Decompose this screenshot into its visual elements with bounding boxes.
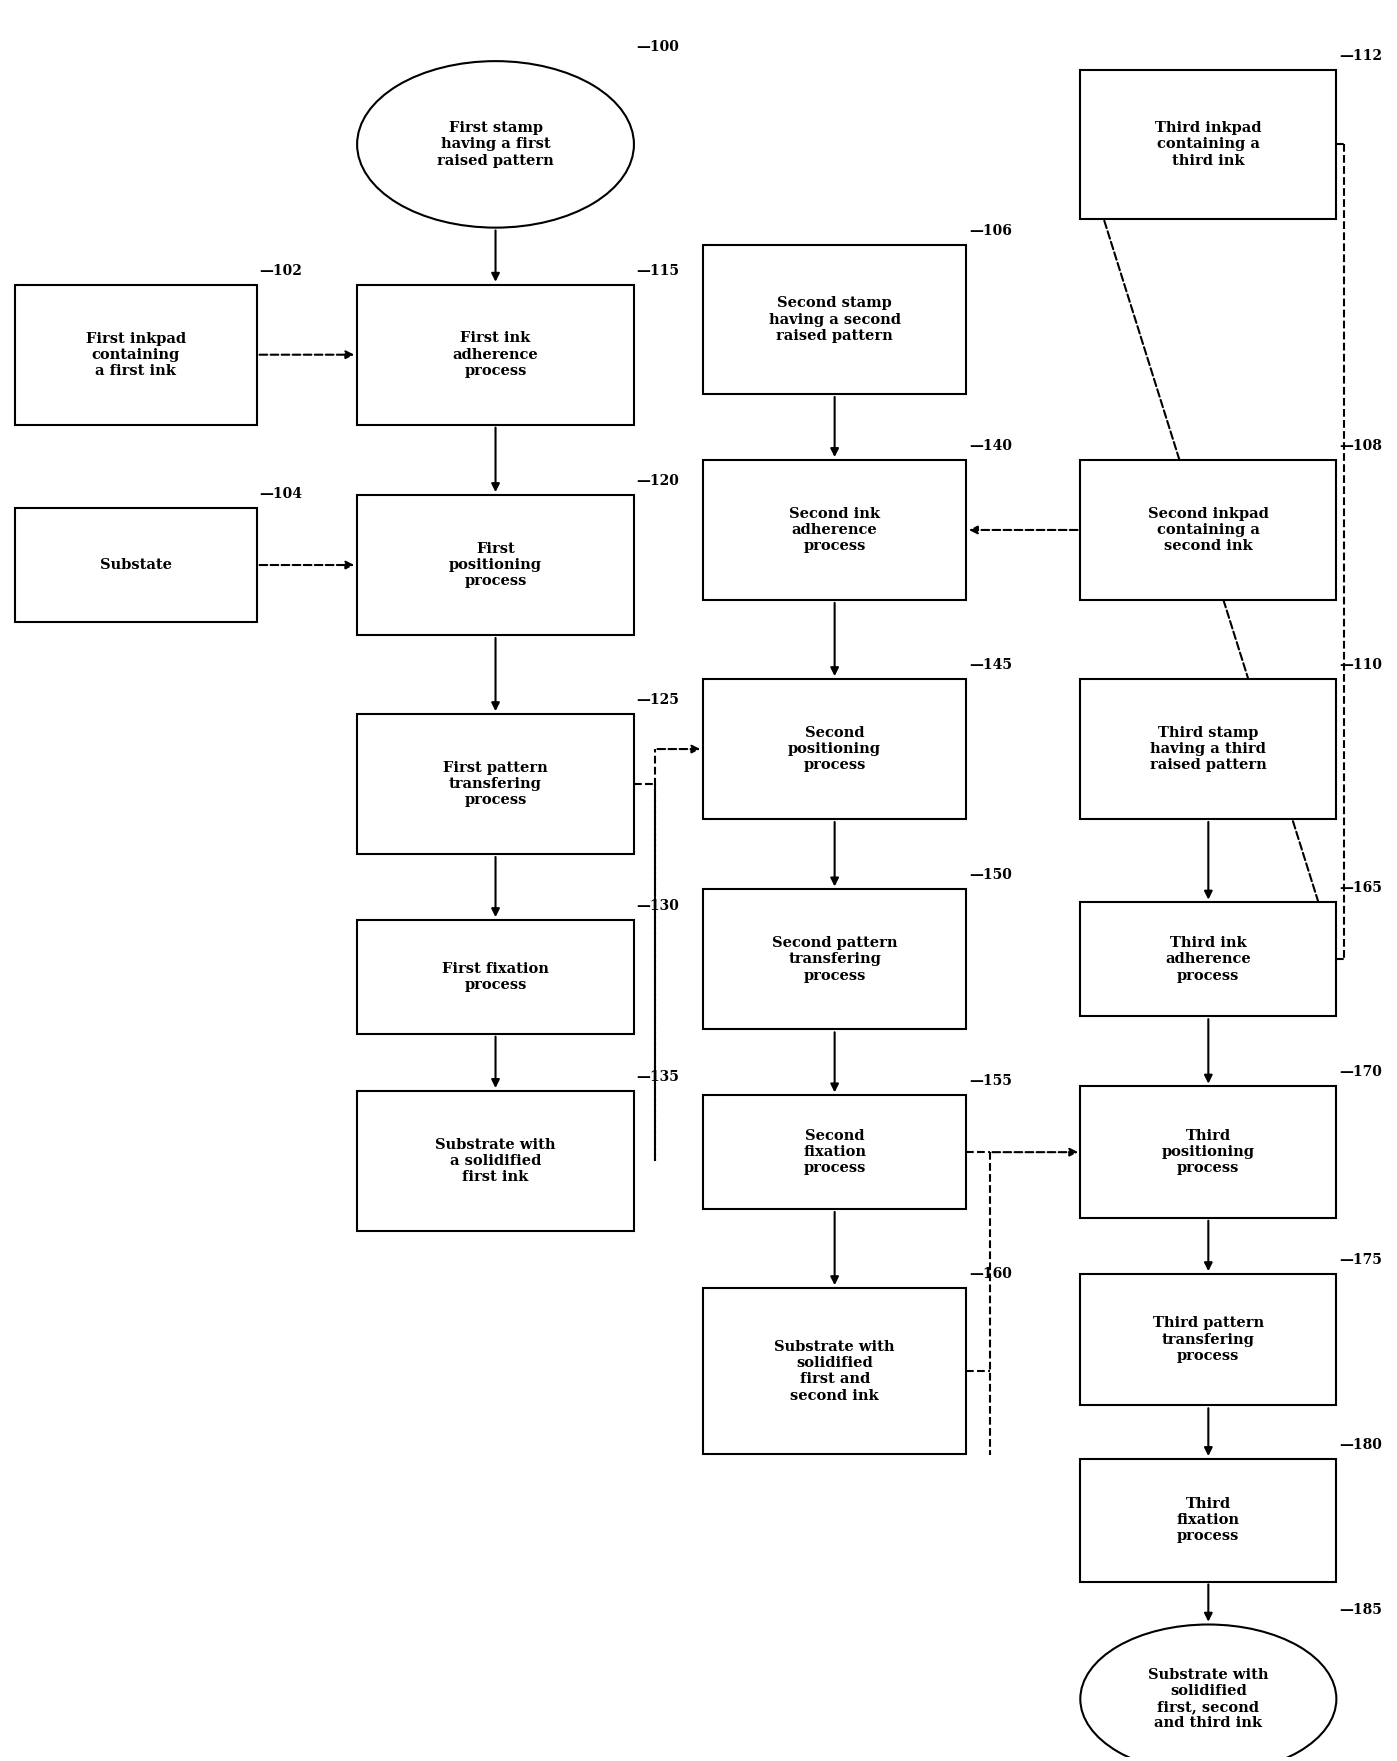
Text: Third
positioning
process: Third positioning process	[1162, 1129, 1255, 1175]
Text: Substrate with
solidified
first and
second ink: Substrate with solidified first and seco…	[774, 1340, 895, 1402]
FancyBboxPatch shape	[703, 1095, 967, 1210]
Text: Second inkpad
containing a
second ink: Second inkpad containing a second ink	[1148, 507, 1268, 553]
FancyBboxPatch shape	[358, 495, 634, 636]
Text: Second stamp
having a second
raised pattern: Second stamp having a second raised patt…	[768, 296, 901, 343]
FancyBboxPatch shape	[703, 889, 967, 1030]
FancyBboxPatch shape	[1080, 1273, 1337, 1405]
FancyBboxPatch shape	[703, 245, 967, 394]
Text: Substrate with
solidified
first, second
and third ink: Substrate with solidified first, second …	[1148, 1668, 1268, 1731]
Ellipse shape	[1080, 1624, 1337, 1761]
FancyBboxPatch shape	[358, 1090, 634, 1231]
Text: —140: —140	[970, 438, 1011, 453]
FancyBboxPatch shape	[1080, 1458, 1337, 1581]
Text: Third ink
adherence
process: Third ink adherence process	[1165, 937, 1252, 983]
Text: Second ink
adherence
process: Second ink adherence process	[789, 507, 880, 553]
Text: —185: —185	[1340, 1604, 1382, 1618]
Text: Substate: Substate	[99, 558, 172, 572]
FancyBboxPatch shape	[1080, 680, 1337, 819]
Text: First inkpad
containing
a first ink: First inkpad containing a first ink	[85, 331, 186, 379]
Text: —155: —155	[970, 1074, 1011, 1088]
Text: Third pattern
transfering
process: Third pattern transfering process	[1153, 1317, 1264, 1363]
FancyBboxPatch shape	[703, 1287, 967, 1455]
Text: —135: —135	[637, 1071, 679, 1083]
FancyBboxPatch shape	[703, 680, 967, 819]
FancyBboxPatch shape	[14, 285, 257, 424]
Text: —180: —180	[1340, 1439, 1382, 1451]
Text: Third stamp
having a third
raised pattern: Third stamp having a third raised patter…	[1150, 726, 1267, 773]
Text: —115: —115	[637, 264, 680, 278]
FancyBboxPatch shape	[358, 713, 634, 854]
Text: —175: —175	[1340, 1254, 1382, 1266]
Text: First fixation
process: First fixation process	[441, 962, 549, 991]
Text: —160: —160	[970, 1266, 1011, 1280]
Text: Second
fixation
process: Second fixation process	[803, 1129, 866, 1175]
Text: —110: —110	[1340, 659, 1382, 673]
Text: First stamp
having a first
raised pattern: First stamp having a first raised patter…	[437, 122, 553, 167]
Text: First pattern
transfering
process: First pattern transfering process	[443, 761, 548, 807]
Text: —170: —170	[1340, 1065, 1382, 1079]
Text: Third
fixation
process: Third fixation process	[1176, 1497, 1239, 1543]
Text: —106: —106	[970, 224, 1011, 238]
FancyBboxPatch shape	[1080, 70, 1337, 218]
Text: —125: —125	[637, 694, 679, 706]
FancyBboxPatch shape	[358, 919, 634, 1034]
Text: —130: —130	[637, 898, 679, 912]
Text: —112: —112	[1340, 49, 1382, 63]
Text: —120: —120	[637, 474, 679, 488]
FancyBboxPatch shape	[14, 509, 257, 622]
Text: —102: —102	[260, 264, 302, 278]
FancyBboxPatch shape	[1080, 460, 1337, 601]
FancyBboxPatch shape	[1080, 902, 1337, 1016]
Text: First
positioning
process: First positioning process	[448, 542, 542, 588]
Text: —165: —165	[1340, 882, 1382, 895]
Text: —100: —100	[637, 41, 679, 55]
FancyBboxPatch shape	[1080, 1087, 1337, 1219]
FancyBboxPatch shape	[703, 460, 967, 601]
Text: —150: —150	[970, 868, 1011, 882]
FancyBboxPatch shape	[358, 285, 634, 424]
Text: Substrate with
a solidified
first ink: Substrate with a solidified first ink	[436, 1138, 556, 1183]
Text: First ink
adherence
process: First ink adherence process	[453, 331, 538, 379]
Text: Third inkpad
containing a
third ink: Third inkpad containing a third ink	[1155, 122, 1261, 167]
Text: —108: —108	[1340, 438, 1382, 453]
Text: —104: —104	[260, 488, 303, 502]
Text: Second pattern
transfering
process: Second pattern transfering process	[773, 937, 897, 983]
Text: —145: —145	[970, 659, 1011, 673]
Text: Second
positioning
process: Second positioning process	[788, 726, 882, 773]
Ellipse shape	[358, 62, 634, 227]
